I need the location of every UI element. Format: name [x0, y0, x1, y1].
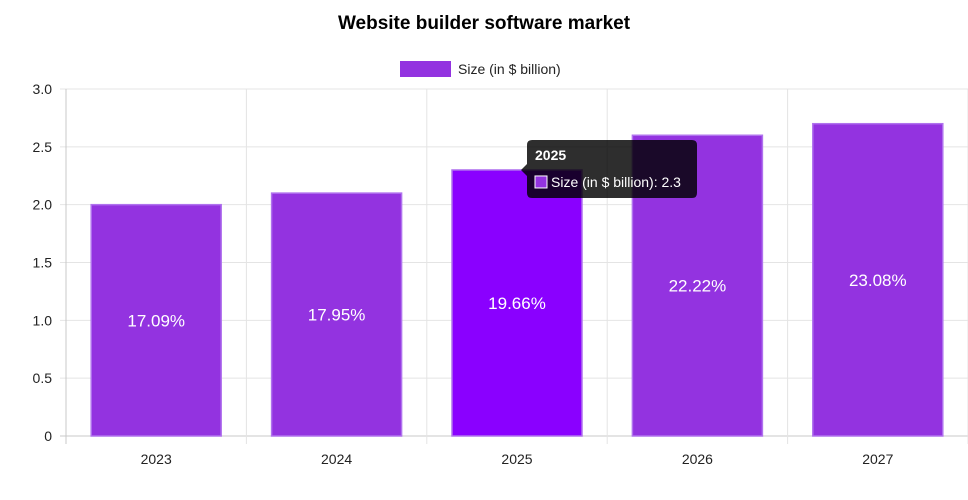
x-tick-label: 2027	[862, 451, 893, 467]
bar-data-label: 17.09%	[127, 311, 185, 330]
tooltip-text: Size (in $ billion): 2.3	[551, 174, 681, 190]
x-tick-label: 2024	[321, 451, 352, 467]
x-tick-label: 2026	[682, 451, 713, 467]
bar-2023[interactable]	[90, 203, 222, 437]
tooltip-swatch	[534, 175, 548, 189]
legend-label: Size (in $ billion)	[458, 61, 561, 77]
y-tick-label: 3.0	[33, 81, 53, 97]
tooltip-title: 2025	[535, 147, 566, 163]
x-axis: 2023 2024 2025 2026 2027	[141, 451, 894, 467]
y-tick-label: 2.0	[33, 197, 53, 213]
tooltip: 2025 Size (in $ billion): 2.3	[521, 139, 697, 198]
y-axis: 0 0.5 1.0 1.5 2.0 2.5 3.0	[33, 81, 53, 444]
bar-data-label: 19.66%	[488, 294, 546, 313]
y-tick-label: 1.0	[33, 312, 53, 328]
y-tick-label: 0.5	[33, 370, 53, 386]
bar-data-label: 17.95%	[308, 306, 366, 325]
bars	[90, 122, 944, 437]
y-tick-label: 2.5	[33, 139, 53, 155]
tooltip-box	[521, 139, 697, 198]
bar-2025[interactable]	[451, 169, 583, 437]
bar-2027[interactable]	[812, 122, 944, 437]
bar-2024[interactable]	[270, 192, 403, 437]
bar-data-label: 22.22%	[669, 277, 727, 296]
y-tick-label: 1.5	[33, 255, 53, 271]
bar-data-label: 23.08%	[849, 271, 907, 290]
x-tick-label: 2023	[141, 451, 172, 467]
y-tick-label: 0	[44, 428, 52, 444]
legend-swatch	[400, 61, 451, 77]
x-tick-label: 2025	[501, 451, 532, 467]
legend[interactable]: Size (in $ billion)	[400, 61, 561, 77]
chart-title: Website builder software market	[338, 13, 631, 34]
bar-data-labels: 17.09% 17.95% 19.66% 22.22% 23.08%	[127, 271, 906, 330]
